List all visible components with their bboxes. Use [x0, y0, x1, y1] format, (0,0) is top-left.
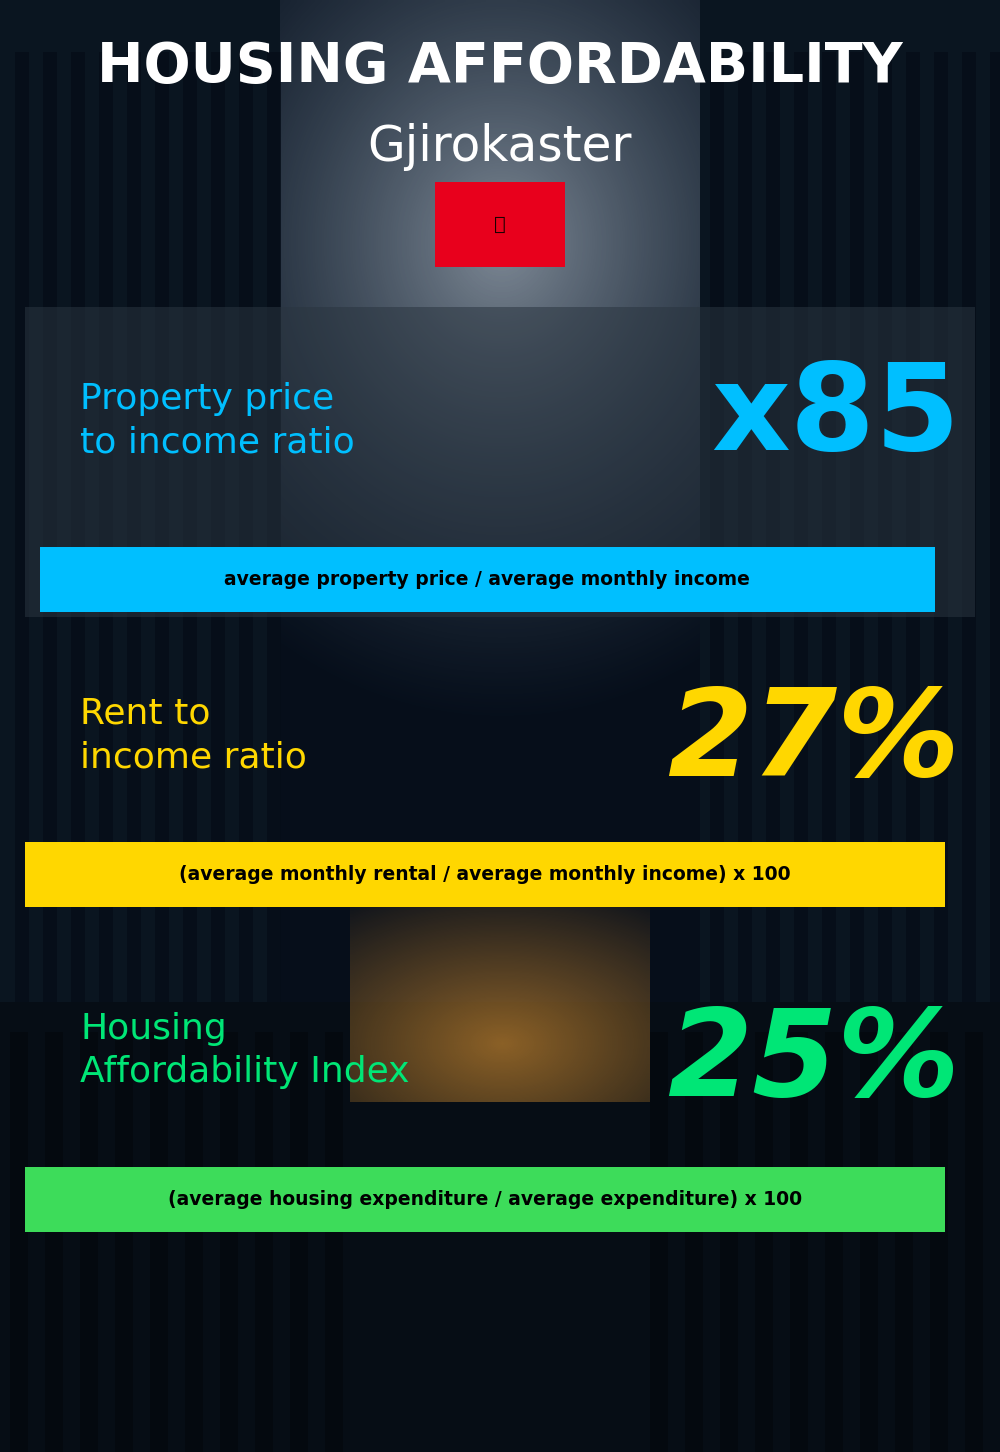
Bar	[850, 52, 864, 1252]
Bar	[766, 52, 780, 1252]
Text: average property price / average monthly income: average property price / average monthly…	[224, 571, 750, 590]
Bar	[127, 52, 141, 1252]
Bar	[790, 1032, 808, 1452]
Text: Gjirokaster: Gjirokaster	[368, 123, 632, 171]
Bar	[150, 1032, 168, 1452]
Bar	[25, 842, 945, 908]
Bar	[267, 52, 281, 1252]
Text: (average housing expenditure / average expenditure) x 100: (average housing expenditure / average e…	[168, 1191, 802, 1210]
Bar	[290, 1032, 308, 1452]
Bar	[930, 1032, 948, 1452]
Bar	[211, 52, 225, 1252]
Text: 25%: 25%	[667, 1003, 960, 1121]
Bar	[10, 1032, 28, 1452]
Bar	[965, 1032, 983, 1452]
Bar	[155, 52, 169, 1252]
Bar	[325, 1032, 343, 1452]
Bar	[15, 52, 29, 1252]
Bar	[990, 52, 1000, 1252]
Text: (average monthly rental / average monthly income) x 100: (average monthly rental / average monthl…	[179, 865, 791, 884]
Bar	[80, 1032, 98, 1452]
Bar	[895, 1032, 913, 1452]
Bar	[825, 1032, 843, 1452]
Bar	[906, 52, 920, 1252]
Bar	[115, 1032, 133, 1452]
Bar	[239, 52, 253, 1252]
Bar	[878, 52, 892, 1252]
Bar	[99, 52, 113, 1252]
Bar	[738, 52, 752, 1252]
Bar	[650, 1032, 668, 1452]
Bar	[934, 52, 948, 1252]
Bar	[255, 1032, 273, 1452]
Bar	[185, 1032, 203, 1452]
Bar	[0, 1002, 1000, 1452]
Text: Property price
to income ratio: Property price to income ratio	[80, 382, 355, 459]
Bar	[700, 0, 1000, 1252]
Bar	[40, 547, 935, 611]
Text: HOUSING AFFORDABILITY: HOUSING AFFORDABILITY	[97, 41, 903, 94]
Bar	[720, 1032, 738, 1452]
Bar	[45, 1032, 63, 1452]
Bar	[183, 52, 197, 1252]
Bar	[794, 52, 808, 1252]
Bar	[43, 52, 57, 1252]
Text: 27%: 27%	[667, 684, 960, 800]
Bar	[962, 52, 976, 1252]
Bar	[0, 0, 280, 1252]
Bar	[71, 52, 85, 1252]
Bar	[710, 52, 724, 1252]
Bar	[25, 1167, 945, 1231]
Text: 🦅: 🦅	[494, 215, 506, 234]
Bar	[755, 1032, 773, 1452]
Bar	[220, 1032, 238, 1452]
Bar	[435, 182, 565, 267]
Bar	[685, 1032, 703, 1452]
Text: Rent to
income ratio: Rent to income ratio	[80, 697, 307, 774]
Text: Housing
Affordability Index: Housing Affordability Index	[80, 1012, 410, 1089]
Bar	[822, 52, 836, 1252]
Bar	[860, 1032, 878, 1452]
Bar	[25, 306, 975, 617]
Text: x85: x85	[711, 359, 960, 475]
